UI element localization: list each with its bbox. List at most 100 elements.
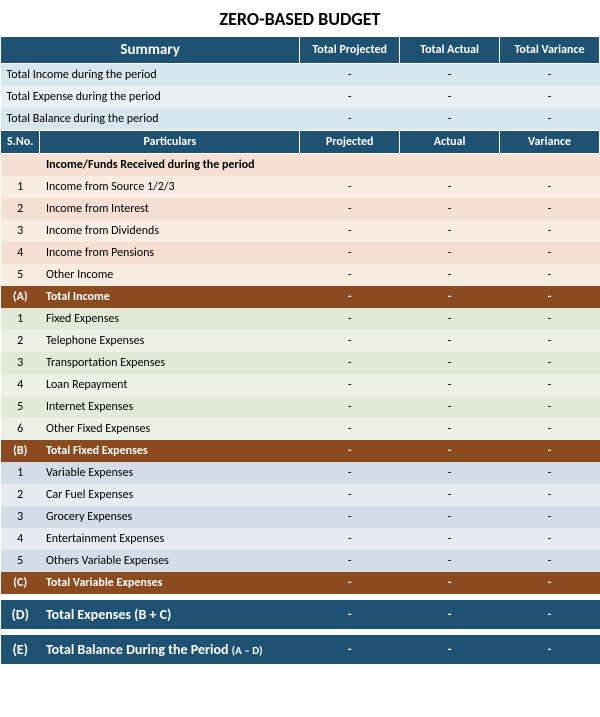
income-sno: 5 xyxy=(1,264,40,286)
variable-total-id: (C) xyxy=(1,572,40,594)
summary-projected: - xyxy=(300,108,400,131)
income-actual: - xyxy=(400,176,500,198)
fixed-label: Telephone Expenses xyxy=(40,330,300,352)
income-total-projected: - xyxy=(300,286,400,308)
income-projected: - xyxy=(300,176,400,198)
detail-col-actual: Actual xyxy=(400,131,500,154)
variable-projected: - xyxy=(300,506,400,528)
variable-sno: 3 xyxy=(1,506,40,528)
income-sno: 4 xyxy=(1,242,40,264)
variable-row: 1 Variable Expenses - - - xyxy=(1,462,600,484)
fixed-projected: - xyxy=(300,352,400,374)
summary-actual: - xyxy=(400,86,500,108)
variable-actual: - xyxy=(400,462,500,484)
total-expenses-label: Total Expenses (B + C) xyxy=(40,600,300,629)
summary-variance: - xyxy=(500,64,600,87)
summary-col-actual: Total Actual xyxy=(400,37,500,64)
fixed-actual: - xyxy=(400,308,500,330)
income-projected: - xyxy=(300,198,400,220)
variable-label: Grocery Expenses xyxy=(40,506,300,528)
fixed-total-label: Total Fixed Expenses xyxy=(40,440,300,462)
income-actual: - xyxy=(400,264,500,286)
total-expenses-projected: - xyxy=(300,600,400,629)
total-expenses-id: (D) xyxy=(1,600,40,629)
fixed-total-variance: - xyxy=(500,440,600,462)
summary-variance: - xyxy=(500,86,600,108)
page-title: ZERO-BASED BUDGET xyxy=(0,0,600,36)
income-section-header: Income/Funds Received during the period xyxy=(1,154,600,177)
fixed-sno: 6 xyxy=(1,418,40,440)
income-sno: 3 xyxy=(1,220,40,242)
income-sno: 2 xyxy=(1,198,40,220)
fixed-label: Other Fixed Expenses xyxy=(40,418,300,440)
variable-total-projected: - xyxy=(300,572,400,594)
summary-projected: - xyxy=(300,64,400,87)
variable-label: Others Variable Expenses xyxy=(40,550,300,572)
fixed-total-id: (B) xyxy=(1,440,40,462)
fixed-actual: - xyxy=(400,396,500,418)
summary-row-label: Total Income during the period xyxy=(1,64,300,87)
fixed-total-row: (B) Total Fixed Expenses - - - xyxy=(1,440,600,462)
fixed-sno: 1 xyxy=(1,308,40,330)
income-total-label: Total Income xyxy=(40,286,300,308)
summary-row: Total Balance during the period - - - xyxy=(1,108,600,131)
income-row: 1 Income from Source 1/2/3 - - - xyxy=(1,176,600,198)
variable-sno: 5 xyxy=(1,550,40,572)
fixed-sno: 4 xyxy=(1,374,40,396)
variable-label: Entertainment Expenses xyxy=(40,528,300,550)
income-variance: - xyxy=(500,264,600,286)
income-total-row: (A) Total Income - - - xyxy=(1,286,600,308)
fixed-row: 2 Telephone Expenses - - - xyxy=(1,330,600,352)
fixed-variance: - xyxy=(500,396,600,418)
summary-header-row: Summary Total Projected Total Actual Tot… xyxy=(1,37,600,64)
variable-variance: - xyxy=(500,506,600,528)
variable-row: 3 Grocery Expenses - - - xyxy=(1,506,600,528)
income-projected: - xyxy=(300,264,400,286)
income-label: Income from Interest xyxy=(40,198,300,220)
budget-table: Summary Total Projected Total Actual Tot… xyxy=(0,36,600,664)
fixed-label: Fixed Expenses xyxy=(40,308,300,330)
summary-col-projected: Total Projected xyxy=(300,37,400,64)
total-balance-actual: - xyxy=(400,635,500,664)
income-label: Other Income xyxy=(40,264,300,286)
variable-variance: - xyxy=(500,528,600,550)
summary-row-label: Total Balance during the period xyxy=(1,108,300,131)
fixed-projected: - xyxy=(300,330,400,352)
income-sno: 1 xyxy=(1,176,40,198)
income-row: 4 Income from Pensions - - - xyxy=(1,242,600,264)
total-balance-variance: - xyxy=(500,635,600,664)
fixed-actual: - xyxy=(400,330,500,352)
fixed-actual: - xyxy=(400,418,500,440)
variable-projected: - xyxy=(300,550,400,572)
total-balance-label-text: Total Balance During the Period xyxy=(46,641,229,658)
variable-projected: - xyxy=(300,484,400,506)
fixed-projected: - xyxy=(300,418,400,440)
fixed-sno: 3 xyxy=(1,352,40,374)
detail-header-row: S.No. Particulars Projected Actual Varia… xyxy=(1,131,600,154)
fixed-label: Internet Expenses xyxy=(40,396,300,418)
fixed-actual: - xyxy=(400,352,500,374)
income-projected: - xyxy=(300,220,400,242)
fixed-projected: - xyxy=(300,396,400,418)
income-variance: - xyxy=(500,176,600,198)
total-balance-row: (E) Total Balance During the Period (A –… xyxy=(1,635,600,664)
variable-total-label: Total Variable Expenses xyxy=(40,572,300,594)
income-projected: - xyxy=(300,242,400,264)
fixed-variance: - xyxy=(500,374,600,396)
income-variance: - xyxy=(500,242,600,264)
income-variance: - xyxy=(500,198,600,220)
income-total-id: (A) xyxy=(1,286,40,308)
variable-sno: 1 xyxy=(1,462,40,484)
fixed-projected: - xyxy=(300,374,400,396)
variable-label: Variable Expenses xyxy=(40,462,300,484)
variable-row: 5 Others Variable Expenses - - - xyxy=(1,550,600,572)
variable-label: Car Fuel Expenses xyxy=(40,484,300,506)
fixed-sno: 5 xyxy=(1,396,40,418)
income-actual: - xyxy=(400,220,500,242)
income-variance: - xyxy=(500,220,600,242)
detail-col-variance: Variance xyxy=(500,131,600,154)
total-expenses-actual: - xyxy=(400,600,500,629)
income-row: 5 Other Income - - - xyxy=(1,264,600,286)
summary-actual: - xyxy=(400,108,500,131)
total-expenses-variance: - xyxy=(500,600,600,629)
